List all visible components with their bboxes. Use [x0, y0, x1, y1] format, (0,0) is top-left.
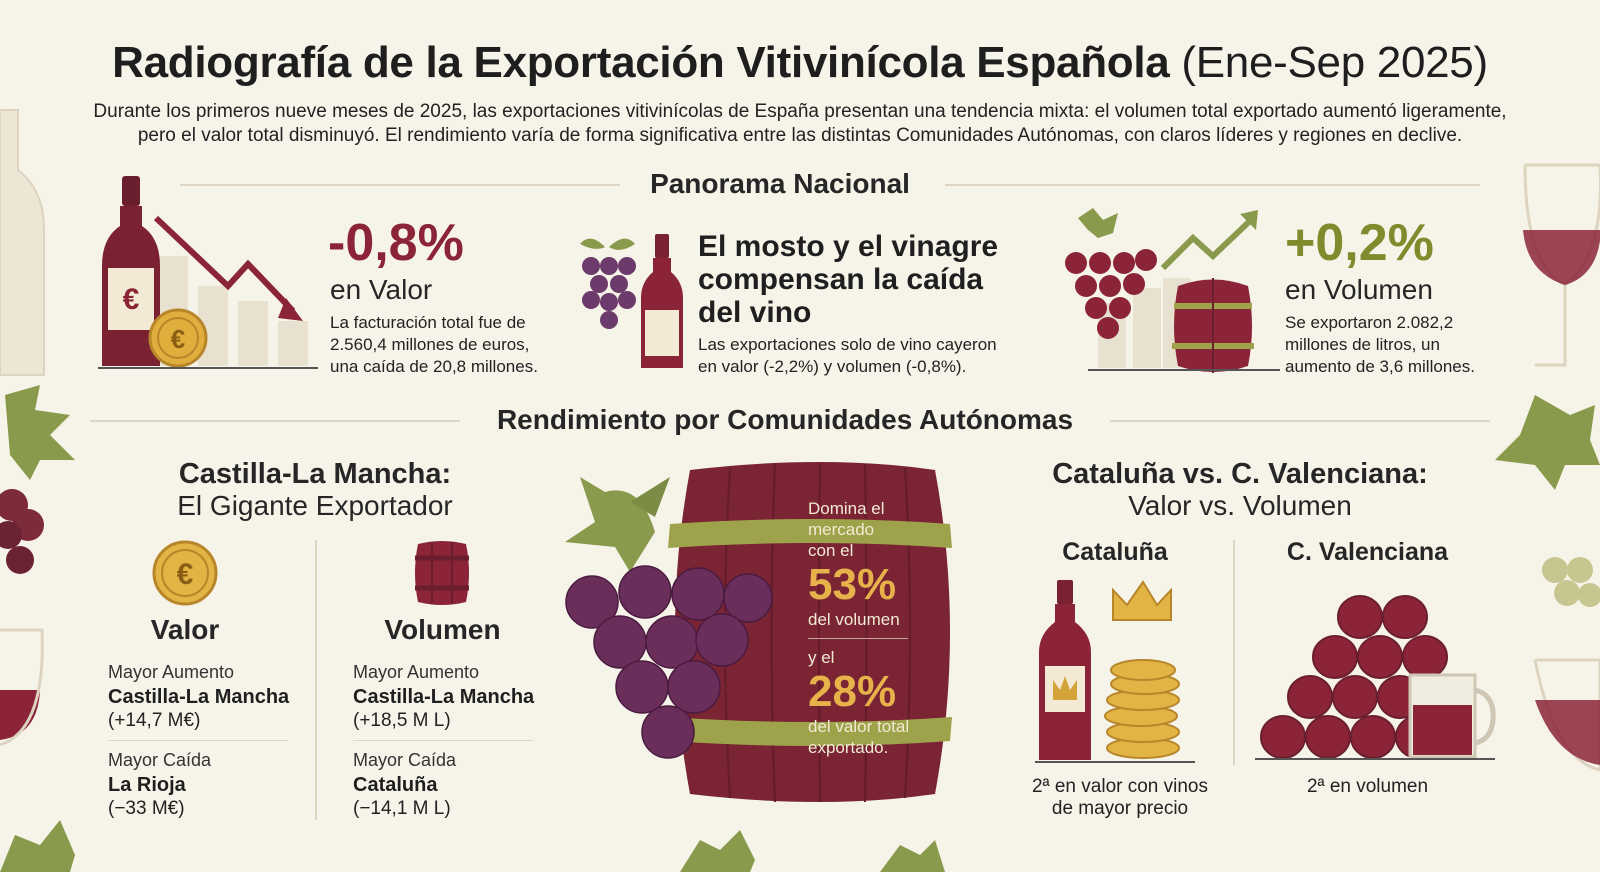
- volume-desc-line-2: millones de litros, un: [1285, 335, 1440, 354]
- bottom-vine-leaves: [0, 820, 945, 872]
- barrel-line-6: del valor total: [808, 717, 910, 736]
- intro-line-2: pero el valor total disminuyó. El rendim…: [137, 125, 1463, 146]
- volume-desc-line-1: Se exportaron 2.082,2: [1285, 313, 1454, 332]
- barrel-icon: [415, 541, 469, 605]
- section-title-regions: Rendimiento por Comunidades Autónomas: [496, 404, 1074, 435]
- right-glass-decoration: [1523, 163, 1600, 367]
- clm-valor-up-region: Castilla-La Mancha: [108, 686, 290, 708]
- divider-right: [945, 184, 1480, 186]
- intro-line-1: Durante los primeros nueve meses de 2025…: [93, 101, 1507, 122]
- central-barrel-illustration: [565, 462, 952, 803]
- left-vine-leaf-icon: [0, 385, 75, 574]
- grapes-bottle-icon: [580, 234, 683, 368]
- svg-text:€: €: [123, 283, 140, 316]
- volume-change-desc: Se exportaron 2.082,2 millones de litros…: [1285, 312, 1475, 378]
- middle-heading-line-3: del vino: [698, 296, 812, 329]
- value-change-percent: -0,8%: [328, 214, 464, 272]
- clm-title: Castilla-La Mancha:: [178, 458, 452, 490]
- comparison-subtitle: Valor vs. Volumen: [1128, 490, 1352, 521]
- clm-valor-up-label: Mayor Aumento: [108, 662, 235, 682]
- barrel-line-7: exportado.: [808, 738, 889, 757]
- right-vine-leaf-icon: [1495, 395, 1600, 607]
- value-change-desc: La facturación total fue de 2.560,4 mill…: [330, 312, 538, 378]
- cataluna-note-line-1: 2ª en valor con vinos: [1031, 776, 1209, 797]
- value-desc-line-3: una caída de 20,8 millones.: [330, 357, 538, 376]
- clm-volumen-up-value: (+18,5 M L): [353, 710, 451, 731]
- volume-desc-line-3: aumento de 3,6 millones.: [1285, 357, 1475, 376]
- section-title-national: Panorama Nacional: [650, 168, 910, 199]
- barrel-line-4: del volumen: [808, 610, 900, 629]
- title-main: Radiografía de la Exportación Vitiviníco…: [112, 38, 1170, 87]
- stacked-barrels-pitcher-icon: [1255, 595, 1496, 760]
- volume-change-percent: +0,2%: [1285, 214, 1434, 272]
- barrel-line-2: mercado: [808, 520, 875, 539]
- value-desc-line-2: 2.560,4 millones de euros,: [330, 335, 530, 354]
- barrel-line-3: con el: [808, 541, 854, 560]
- svg-text:€: €: [171, 324, 185, 354]
- value-desc-line-1: La facturación total fue de: [330, 313, 526, 332]
- clm-volumen-row-divider: [353, 740, 533, 741]
- clm-volumen-down-region: Cataluña: [353, 774, 438, 796]
- intro-text: Durante los primeros nueve meses de 2025…: [60, 100, 1540, 148]
- barrel-stats: Domina el mercado con el 53% del volumen…: [808, 498, 918, 758]
- svg-text:€: €: [177, 558, 194, 591]
- valenciana-name: C. Valenciana: [1286, 538, 1449, 566]
- comparison-title: Cataluña vs. C. Valenciana:: [1052, 458, 1428, 490]
- divider-left: [180, 184, 620, 186]
- left-glass-decoration: [0, 628, 44, 747]
- clm-volumen-down-label: Mayor Caída: [353, 750, 457, 770]
- clm-valor-down-region: La Rioja: [108, 774, 186, 796]
- cataluna-note-line-2: de mayor precio: [1051, 798, 1189, 819]
- left-bottle-decoration: [0, 109, 45, 376]
- clm-valor-head: Valor: [150, 614, 220, 645]
- clm-volumen-head: Volumen: [384, 614, 501, 645]
- clm-valor-down-label: Mayor Caída: [108, 750, 212, 770]
- valenciana-note: 2ª en volumen: [1306, 776, 1429, 797]
- middle-desc-line-2: en valor (-2,2%) y volumen (-0,8%).: [698, 357, 967, 376]
- clm-volumen-up-region: Castilla-La Mancha: [353, 686, 535, 708]
- clm-column-divider: [315, 540, 317, 820]
- clm-volumen-down-value: (−14,1 M L): [353, 798, 451, 819]
- wine-bottle-euro-icon: € €: [98, 176, 318, 369]
- volume-change-label: en Volumen: [1285, 274, 1433, 305]
- barrel-divider: [808, 638, 908, 639]
- value-change-label: en Valor: [330, 274, 433, 305]
- barrel-line-5: y el: [808, 648, 835, 667]
- divider-regions-right: [1110, 420, 1490, 422]
- barrel-volume-percent: 53%: [808, 560, 897, 609]
- euro-coin-icon: €: [152, 540, 218, 606]
- page-title: Radiografía de la Exportación Vitiviníco…: [0, 38, 1600, 88]
- clm-valor-up-value: (+14,7 M€): [108, 710, 201, 731]
- middle-desc-line-1: Las exportaciones solo de vino cayeron: [698, 335, 997, 354]
- clm-valor-row-divider: [108, 740, 288, 741]
- clm-valor-down-value: (−33 M€): [108, 798, 185, 819]
- barrel-value-percent: 28%: [808, 667, 897, 716]
- clm-volumen-up-label: Mayor Aumento: [353, 662, 480, 682]
- clm-subtitle: El Gigante Exportador: [177, 490, 453, 521]
- comparison-column-divider: [1233, 540, 1235, 765]
- middle-heading-line-2: compensan la caída: [698, 263, 984, 296]
- divider-regions-left: [90, 420, 460, 422]
- barrel-line-1: Domina el: [808, 499, 885, 518]
- cataluna-note: 2ª en valor con vinos de mayor precio: [1015, 776, 1225, 820]
- middle-card-desc: Las exportaciones solo de vino cayeron e…: [698, 334, 997, 378]
- middle-card-heading: El mosto y el vinagre compensan la caída…: [698, 230, 998, 329]
- title-period: (Ene-Sep 2025): [1181, 38, 1488, 87]
- cataluna-name: Cataluña: [1062, 538, 1168, 566]
- grapes-barrel-growth-icon: [1065, 208, 1280, 373]
- middle-heading-line-1: El mosto y el vinagre: [698, 230, 999, 263]
- bottle-crown-coins-icon: [1035, 580, 1195, 763]
